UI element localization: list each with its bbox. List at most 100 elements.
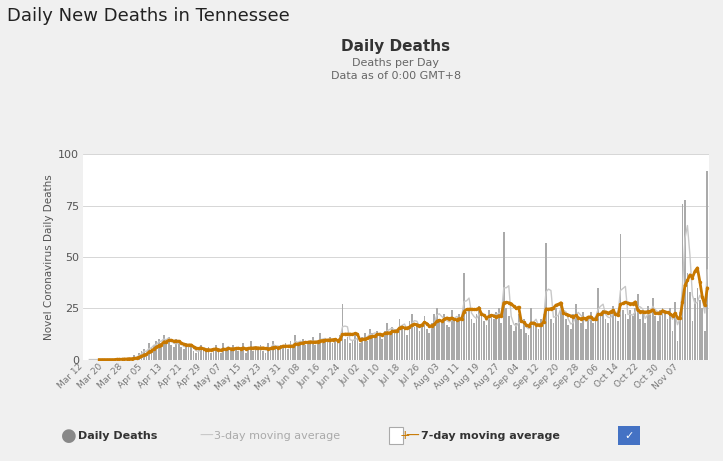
Bar [185,343,187,360]
Text: Daily Deaths: Daily Deaths [78,431,158,441]
Bar [495,313,497,360]
Bar [334,339,336,360]
Bar [272,341,274,360]
Bar [672,331,673,360]
Bar [565,319,567,360]
Bar [505,308,507,360]
Text: Data as of 0:00 GMT+8: Data as of 0:00 GMT+8 [331,71,461,82]
Bar [612,306,614,360]
Bar [265,354,266,360]
Bar [262,351,264,360]
Bar [481,317,482,360]
Bar [403,329,406,360]
Text: 3-day moving average: 3-day moving average [214,431,340,441]
Bar [689,292,690,360]
Bar [677,341,678,360]
Bar [508,317,510,360]
Bar [143,349,145,360]
Bar [282,347,284,360]
Bar [652,298,654,360]
Bar [359,343,361,360]
Bar [630,310,631,360]
Bar [337,341,338,360]
Bar [552,323,555,360]
Bar [602,310,604,360]
Bar [232,345,234,360]
Bar [622,310,624,360]
Bar [344,339,346,360]
Text: —: — [199,429,213,443]
Bar [436,308,437,360]
Bar [545,242,547,360]
Bar [426,329,428,360]
Bar [510,325,512,360]
Bar [659,310,661,360]
Bar [351,341,354,360]
Bar [396,333,398,360]
Bar [374,337,376,360]
Bar [411,314,413,360]
Text: ✓: ✓ [625,431,633,441]
Bar [285,343,286,360]
Bar [277,349,279,360]
Bar [498,308,500,360]
Bar [580,323,581,360]
Bar [490,314,492,360]
Bar [590,313,591,360]
Bar [679,313,681,360]
Bar [595,317,596,360]
Bar [446,325,448,360]
Bar [176,339,177,360]
Bar [223,343,224,360]
Text: Daily New Deaths in Tennessee: Daily New Deaths in Tennessee [7,7,290,25]
Bar [441,323,442,360]
Bar [687,273,688,360]
Bar [696,288,698,360]
Bar [550,319,552,360]
Bar [615,317,616,360]
Bar [163,335,165,360]
Bar [362,337,363,360]
Bar [443,314,445,360]
Text: Deaths per Day: Deaths per Day [352,58,440,68]
Bar [632,317,634,360]
Bar [408,320,411,360]
Bar [691,320,693,360]
Bar [431,323,432,360]
Bar [287,349,288,360]
Bar [242,343,244,360]
Bar [116,358,118,360]
Bar [578,319,579,360]
Bar [394,329,395,360]
Bar [312,337,314,360]
Bar [322,343,323,360]
Bar [625,314,626,360]
Bar [155,341,157,360]
Bar [406,335,408,360]
Bar [302,339,304,360]
Bar [372,333,373,360]
Bar [332,343,333,360]
Bar [136,358,137,360]
Bar [369,329,371,360]
Bar [183,349,184,360]
Bar [597,288,599,360]
Bar [424,317,425,360]
Bar [389,335,390,360]
Bar [190,347,192,360]
Bar [257,349,259,360]
Bar [401,325,403,360]
Bar [609,313,612,360]
Bar [466,313,468,360]
Bar [123,358,125,360]
Bar [237,351,239,360]
Bar [307,341,309,360]
Bar [540,319,542,360]
Bar [493,319,495,360]
Bar [416,323,418,360]
Bar [706,171,708,360]
Bar [570,329,572,360]
Bar [528,335,529,360]
Bar [138,354,140,360]
Bar [304,345,306,360]
